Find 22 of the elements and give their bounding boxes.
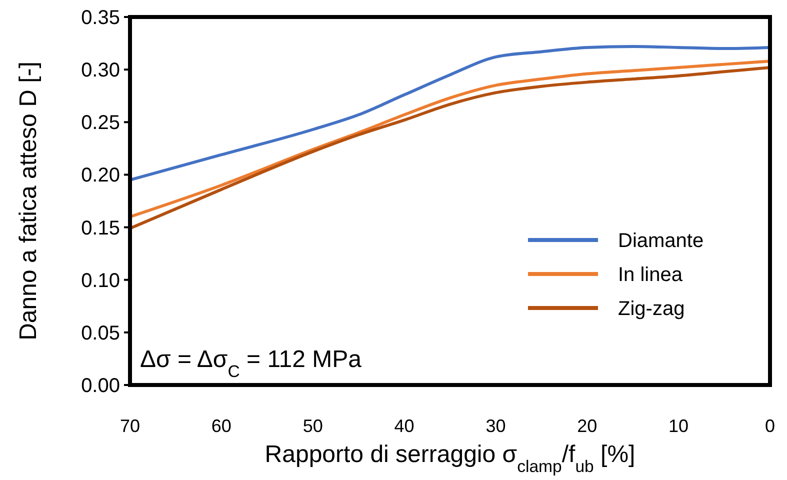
x-axis-title: Rapporto di serraggio σ$_{clamp}$/f$_{ub}$ [%] xyxy=(264,441,636,476)
y-tick-label: 0.35 xyxy=(81,7,120,29)
x-tick-label: 40 xyxy=(394,416,414,436)
legend-label: Zig-zag xyxy=(618,298,685,320)
x-tick-label: 10 xyxy=(668,416,689,436)
y-tick-label: 0.15 xyxy=(81,217,120,240)
y-tick-label: 0.20 xyxy=(81,164,120,187)
y-tick-label: 0.00 xyxy=(81,375,120,397)
y-tick-label: 0.05 xyxy=(81,322,120,344)
annotation: Δσ = Δσ$_{C}$ = 112 MPa xyxy=(140,346,362,380)
legend-label: In linea xyxy=(618,264,684,286)
x-tick-label: 70 xyxy=(120,416,140,436)
x-tick-label: 20 xyxy=(577,416,598,436)
x-tick-label: 60 xyxy=(211,416,232,436)
x-tick-label: 30 xyxy=(486,416,506,436)
y-tick-label: 0.10 xyxy=(81,270,120,292)
y-tick-label: 0.25 xyxy=(81,112,120,134)
y-tick-label: 0.30 xyxy=(81,60,120,82)
y-axis-title: Danno a fatica atteso D [-] xyxy=(15,62,42,340)
x-tick-label: 50 xyxy=(302,416,323,436)
x-tick-label: 0 xyxy=(764,416,776,436)
legend-label: Diamante xyxy=(618,230,704,252)
